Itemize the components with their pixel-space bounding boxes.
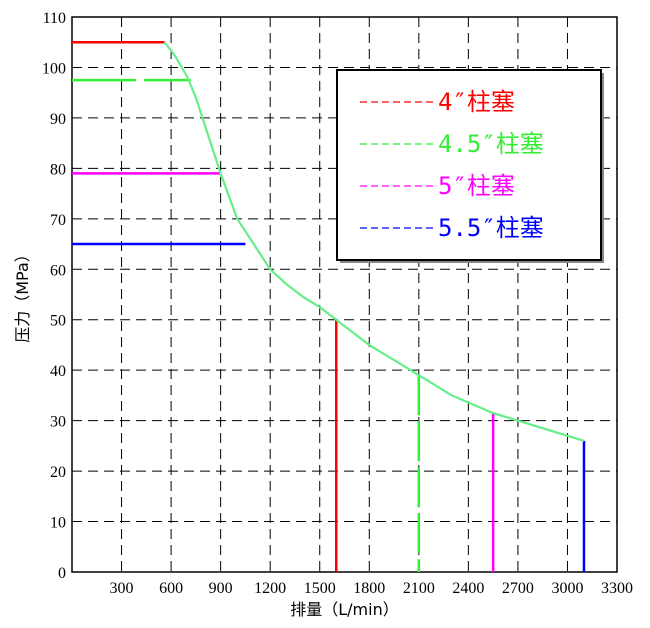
legend-box [336,69,602,261]
legend-label-4: 5.5″柱塞 [438,214,544,242]
envelope-curve [163,41,585,442]
y-tick-label: 110 [43,10,66,27]
y-tick-label: 70 [50,212,66,229]
x-tick-label: 3300 [601,580,633,597]
x-axis-label: 排量（L/min） [290,600,398,619]
y-tick-label: 100 [42,60,66,77]
x-tick-label: 1200 [254,580,286,597]
x-tick-label: 2400 [452,580,484,597]
y-tick-label: 90 [50,111,66,128]
x-tick-label: 2700 [502,580,534,597]
x-tick-label: 1800 [353,580,385,597]
y-tick-label: 30 [50,414,66,431]
x-tick-label: 600 [159,580,183,597]
y-tick-label: 50 [50,313,66,330]
y-axis-label: 压力（MPa） [13,246,32,343]
y-tick-label: 60 [50,262,66,279]
legend-label-2: 4.5″柱塞 [438,130,544,158]
y-tick-label: 40 [50,363,66,380]
y-tick-label: 0 [58,565,66,582]
x-tick-label: 3000 [551,580,583,597]
y-tick-label: 20 [50,464,66,481]
grid [72,17,617,572]
legend-label-1: 4″柱塞 [438,88,515,116]
legend-label-3: 5″柱塞 [438,172,515,200]
tick-labels: 300 600 900 1200 1500 1800 2100 2400 2700 3000 330… [42,10,633,597]
x-tick-label: 900 [209,580,233,597]
series-lines [72,40,586,572]
x-tick-label: 2100 [403,580,435,597]
x-tick-label: 300 [110,580,134,597]
y-tick-label: 10 [50,515,66,532]
y-tick-label: 80 [50,161,66,178]
legend: 4″柱塞 4.5″柱塞 5″柱塞 5.5″柱塞 [336,69,604,263]
plot-frame [71,16,618,573]
x-tick-label: 1500 [304,580,336,597]
